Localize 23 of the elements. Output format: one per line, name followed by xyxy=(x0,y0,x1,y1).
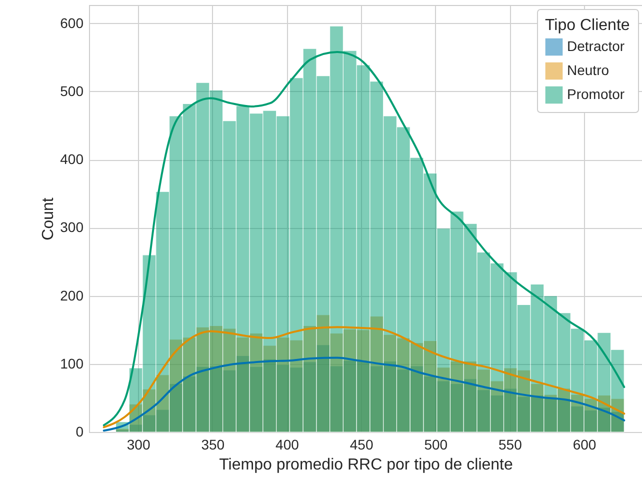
x-tick-label: 350 xyxy=(201,436,225,452)
line-series xyxy=(102,356,626,432)
y-tick-label: 300 xyxy=(60,219,84,236)
y-tick-label: 0 xyxy=(76,424,84,440)
x-tick-label: 450 xyxy=(350,436,374,452)
legend-label: Detractor xyxy=(567,38,625,54)
legend-label: Promotor xyxy=(567,86,625,102)
y-tick-label: 200 xyxy=(60,287,84,304)
x-tick-label: 500 xyxy=(424,436,448,452)
y-axis-title: Count xyxy=(40,197,58,240)
line-series xyxy=(102,50,626,426)
y-tick-label: 600 xyxy=(60,14,84,31)
x-tick-label: 400 xyxy=(276,436,300,452)
x-axis-title: Tiempo promedio RRC por tipo de cliente xyxy=(219,456,513,474)
legend-label: Neutro xyxy=(567,62,610,78)
y-tick-label: 400 xyxy=(60,151,84,168)
x-tick-label: 600 xyxy=(572,436,596,452)
y-tick-label: 500 xyxy=(60,82,84,99)
x-tick-label: 300 xyxy=(126,436,150,452)
legend-title: Tipo Cliente xyxy=(545,17,630,34)
x-tick-label: 550 xyxy=(498,436,522,452)
y-tick-label: 100 xyxy=(60,355,84,372)
line-series xyxy=(102,326,626,428)
